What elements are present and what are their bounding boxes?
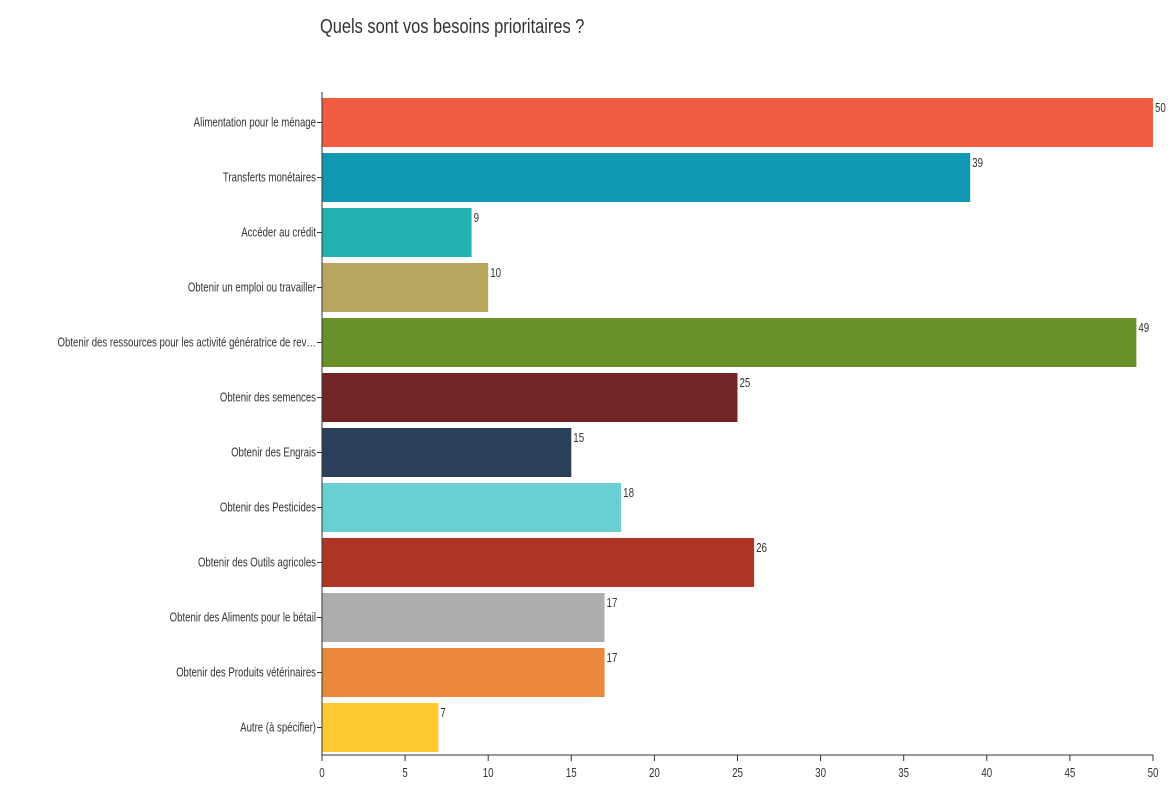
category-label: Obtenir des Outils agricoles [198,556,316,570]
data-label: 7 [440,707,445,721]
x-tick-label: 40 [981,767,992,781]
x-tick-label: 0 [319,767,324,781]
y-axis: Alimentation pour le ménage Transferts mo… [58,92,323,755]
data-label: 50 [1155,102,1166,116]
data-label: 39 [972,157,983,171]
category-label: Obtenir des ressources pour les activité… [58,336,316,350]
data-label: 26 [756,542,767,556]
data-label: 18 [623,487,634,501]
category-label: Obtenir des Produits vétérinaires [176,666,316,680]
data-label: 17 [607,652,618,666]
bar [322,208,472,257]
bar [322,538,755,587]
category-label: Alimentation pour le ménage [194,116,316,130]
bars-layer: 50 39 9 10 49 25 15 18 26 17 17 7 [322,98,1166,752]
bar [322,648,605,697]
x-tick-label: 10 [483,767,494,781]
x-tick-label: 35 [898,767,909,781]
category-label: Autre (à spécifier) [240,721,316,735]
bar [322,318,1137,367]
category-label: Obtenir des Aliments pour le bétail [170,611,316,625]
x-axis: 0 5 10 15 20 25 30 35 40 45 50 [319,754,1159,781]
bar [322,263,489,312]
bar [322,428,572,477]
bar [322,98,1153,147]
x-tick-label: 45 [1064,767,1075,781]
data-label: 15 [573,432,584,446]
category-label: Obtenir des Pesticides [220,501,316,515]
bar [322,483,622,532]
data-label: 9 [474,212,479,226]
data-label: 17 [607,597,618,611]
category-label: Obtenir des semences [220,391,316,405]
bar [322,373,738,422]
x-tick-label: 25 [732,767,743,781]
bar [322,703,439,752]
chart-title: Quels sont vos besoins prioritaires ? [320,16,585,38]
bar [322,153,971,202]
x-tick-label: 20 [649,767,660,781]
x-tick-label: 50 [1148,767,1159,781]
data-label: 10 [490,267,501,281]
bar [322,593,605,642]
category-label: Transferts monétaires [223,171,316,185]
category-label: Accéder au crédit [241,226,316,240]
category-label: Obtenir des Engrais [231,446,316,460]
data-label: 25 [740,377,751,391]
data-label: 49 [1138,322,1149,336]
x-tick-label: 30 [815,767,826,781]
category-label: Obtenir un emploi ou travailler [188,281,316,295]
x-tick-label: 15 [566,767,577,781]
x-tick-label: 5 [402,767,407,781]
